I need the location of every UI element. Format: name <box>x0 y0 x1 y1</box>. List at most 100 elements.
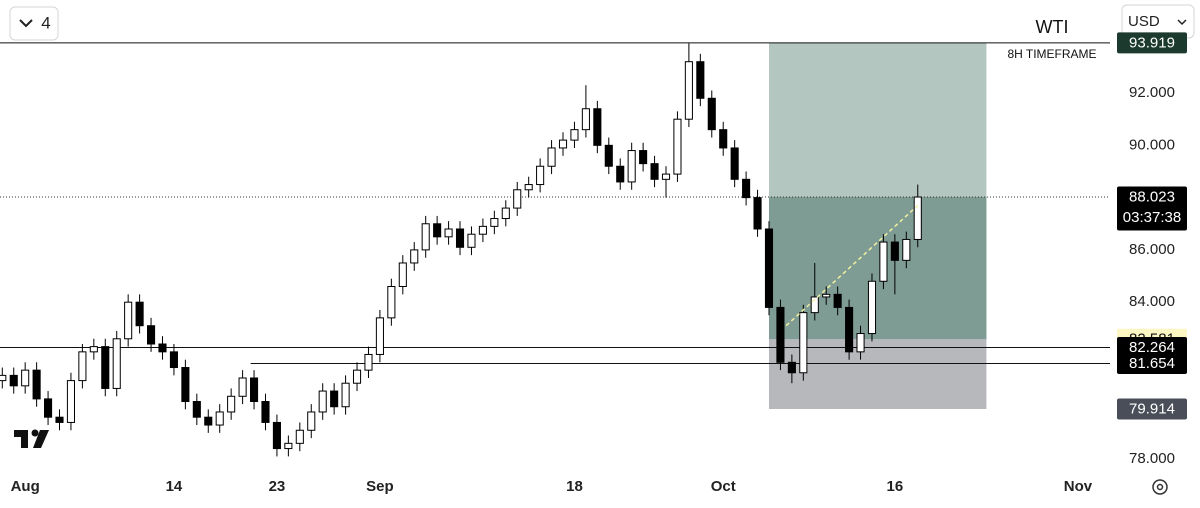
candle-body <box>169 351 178 369</box>
candle-body <box>421 223 430 251</box>
candle-body <box>32 369 41 400</box>
candle-body <box>215 411 224 426</box>
settings-icon[interactable] <box>1152 479 1168 495</box>
y-tick-label: 92.000 <box>1129 84 1175 101</box>
candle-body <box>570 129 579 141</box>
price-tag <box>1117 353 1187 375</box>
candle-body <box>639 150 648 165</box>
candle-body <box>581 108 590 131</box>
candle-body <box>124 301 133 340</box>
y-tick-label: 78.000 <box>1129 450 1175 467</box>
x-tick-label: Aug <box>11 478 40 495</box>
currency-label: USD <box>1128 13 1160 30</box>
candle-body <box>192 401 201 418</box>
candle-body <box>604 144 613 167</box>
candle-body <box>55 416 64 423</box>
candle-body <box>0 374 7 382</box>
candle-body <box>147 325 156 345</box>
chart-subtitle: 8H TIMEFRAME <box>1007 47 1096 61</box>
candle-body <box>650 163 659 180</box>
candle-body <box>616 165 625 183</box>
x-tick-label: 16 <box>887 478 904 495</box>
candle-body <box>158 343 167 353</box>
candle-body <box>295 429 304 444</box>
candle-body <box>696 61 705 99</box>
price-tag-label: 88.023 <box>1129 188 1175 205</box>
x-tick-label: 23 <box>269 478 286 495</box>
chevron <box>19 19 33 28</box>
chevron <box>1177 19 1187 26</box>
price-tag-label: 93.919 <box>1129 34 1175 51</box>
candle-body <box>227 395 236 413</box>
logo-part <box>31 429 39 437</box>
candle-body <box>135 301 144 327</box>
candle-body <box>261 401 270 423</box>
candle-body <box>444 228 453 238</box>
candle-body <box>89 346 98 353</box>
candle-body <box>742 178 751 199</box>
candle-body <box>867 280 877 335</box>
candle-body <box>9 374 18 387</box>
tradingview-logo <box>14 429 49 448</box>
candle-body <box>536 165 545 186</box>
candle-body <box>833 293 842 308</box>
candle-body <box>879 241 888 282</box>
trendline <box>785 204 919 327</box>
y-tick-label: 86.000 <box>1129 241 1175 258</box>
candle-body <box>719 129 728 149</box>
x-tick-label: 14 <box>166 478 183 495</box>
x-tick-label: Nov <box>1064 478 1093 495</box>
candle-body <box>330 390 339 408</box>
currency-dropdown[interactable]: USD <box>1121 4 1195 39</box>
candle-body <box>181 367 190 403</box>
candle-body <box>364 353 373 371</box>
candle-body <box>249 377 259 403</box>
interval-label: 4 <box>41 13 50 32</box>
candle-body <box>890 241 899 261</box>
candle-body <box>433 223 442 238</box>
candle-body <box>352 369 362 384</box>
candle-body <box>204 416 213 426</box>
candle-body <box>467 233 476 248</box>
candle-body <box>673 118 682 175</box>
candle-body <box>684 61 693 120</box>
candle-body <box>375 317 384 355</box>
candle-body <box>21 369 30 387</box>
candle-body <box>593 108 602 146</box>
logo-part <box>14 430 28 448</box>
candle-body <box>787 361 796 374</box>
price-tag <box>1117 398 1187 420</box>
gear-hub <box>1156 483 1164 491</box>
x-tick-label: Sep <box>366 478 394 495</box>
candle-body <box>661 173 671 180</box>
price-tag <box>1117 186 1187 231</box>
interval-button[interactable]: 4 <box>9 6 59 41</box>
price-tag <box>1117 32 1187 54</box>
candle-body <box>627 150 636 183</box>
candle-body <box>478 225 487 235</box>
candle-body <box>524 184 533 191</box>
candle-body <box>547 147 556 167</box>
gear <box>1152 479 1168 495</box>
price-tag-label: 81.654 <box>1129 355 1175 372</box>
x-tick-label: 18 <box>566 478 583 495</box>
candle-body <box>730 147 739 180</box>
candle-body <box>398 262 407 287</box>
candle-body <box>101 346 110 389</box>
y-tick-label: 84.000 <box>1129 293 1175 310</box>
candle-body <box>707 97 716 131</box>
candle-body <box>387 285 396 319</box>
candle-body <box>455 228 465 248</box>
candle-body <box>799 312 808 374</box>
y-tick-label: 90.000 <box>1129 136 1175 153</box>
candle-body <box>845 306 854 353</box>
candle-body <box>513 189 522 209</box>
candle-body <box>764 228 774 308</box>
candle-body <box>66 380 75 423</box>
candle-body <box>78 351 87 382</box>
candle-body <box>501 207 510 220</box>
x-tick-label: Oct <box>711 478 736 495</box>
candle-body <box>307 411 316 431</box>
candle-body <box>902 238 911 261</box>
